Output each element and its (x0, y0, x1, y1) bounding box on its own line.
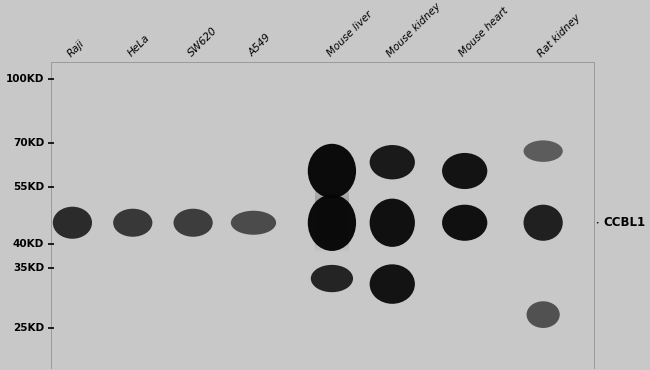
Bar (315, 236, 348, 237)
Bar (315, 194, 348, 195)
Bar (315, 212, 348, 213)
Text: Mouse liver: Mouse liver (325, 10, 374, 59)
Text: A549: A549 (246, 33, 272, 59)
Bar (315, 246, 348, 247)
Bar (51, 62, 595, 369)
Bar (315, 184, 348, 185)
Bar (315, 192, 348, 194)
Text: SW620: SW620 (186, 26, 219, 59)
Bar (315, 200, 348, 201)
Bar (315, 197, 348, 198)
Bar (315, 198, 348, 200)
Bar (315, 245, 348, 246)
Bar (315, 201, 348, 202)
Bar (315, 231, 348, 232)
Bar (315, 215, 348, 216)
Text: 25KD: 25KD (13, 323, 44, 333)
Text: Raji: Raji (66, 38, 86, 59)
Ellipse shape (523, 205, 563, 241)
Bar (315, 227, 348, 228)
Bar (315, 226, 348, 227)
Bar (315, 233, 348, 235)
Bar (315, 213, 348, 215)
Bar (315, 188, 348, 190)
Ellipse shape (53, 207, 92, 239)
Text: Mouse heart: Mouse heart (458, 6, 510, 59)
Bar (315, 190, 348, 191)
Bar (315, 207, 348, 208)
Bar (315, 232, 348, 233)
Bar (315, 210, 348, 211)
Bar (315, 235, 348, 236)
Bar (315, 180, 348, 181)
Bar (315, 206, 348, 207)
Bar (315, 182, 348, 184)
Ellipse shape (526, 301, 560, 328)
Text: 70KD: 70KD (13, 138, 44, 148)
Bar (315, 204, 348, 205)
Bar (315, 186, 348, 187)
Ellipse shape (370, 264, 415, 304)
Bar (315, 211, 348, 212)
Ellipse shape (113, 209, 152, 237)
Bar (315, 222, 348, 223)
Bar (315, 248, 348, 250)
Bar (315, 181, 348, 182)
Text: Rat kidney: Rat kidney (536, 13, 582, 59)
Text: Mouse kidney: Mouse kidney (385, 1, 443, 59)
Ellipse shape (442, 205, 488, 241)
Bar (315, 185, 348, 186)
Bar (315, 195, 348, 196)
Bar (315, 178, 348, 180)
Bar (315, 230, 348, 231)
Bar (315, 196, 348, 197)
Bar (315, 221, 348, 222)
Bar (315, 191, 348, 192)
Bar (315, 223, 348, 225)
Ellipse shape (370, 199, 415, 247)
Bar (315, 247, 348, 248)
Bar (315, 240, 348, 241)
Bar (315, 241, 348, 242)
Bar (315, 225, 348, 226)
Text: HeLa: HeLa (125, 33, 151, 59)
Text: 55KD: 55KD (13, 182, 44, 192)
Bar (315, 218, 348, 220)
Text: CCBL1: CCBL1 (597, 216, 645, 229)
Text: 100KD: 100KD (6, 74, 44, 84)
Bar (315, 251, 348, 252)
Ellipse shape (308, 144, 356, 198)
Ellipse shape (308, 195, 356, 251)
Ellipse shape (370, 145, 415, 179)
Bar (315, 216, 348, 217)
Text: 40KD: 40KD (13, 239, 44, 249)
Bar (315, 243, 348, 245)
Bar (315, 242, 348, 243)
Bar (315, 250, 348, 251)
Bar (315, 228, 348, 230)
Text: 35KD: 35KD (13, 263, 44, 273)
Ellipse shape (311, 265, 353, 292)
Ellipse shape (231, 211, 276, 235)
Bar (315, 208, 348, 210)
Ellipse shape (174, 209, 213, 237)
Bar (315, 220, 348, 221)
Bar (51, 62, 595, 369)
Bar (315, 205, 348, 206)
Ellipse shape (442, 153, 488, 189)
Bar (315, 217, 348, 218)
Bar (315, 202, 348, 204)
Bar (315, 238, 348, 240)
Bar (315, 187, 348, 188)
Bar (315, 237, 348, 238)
Ellipse shape (523, 140, 563, 162)
